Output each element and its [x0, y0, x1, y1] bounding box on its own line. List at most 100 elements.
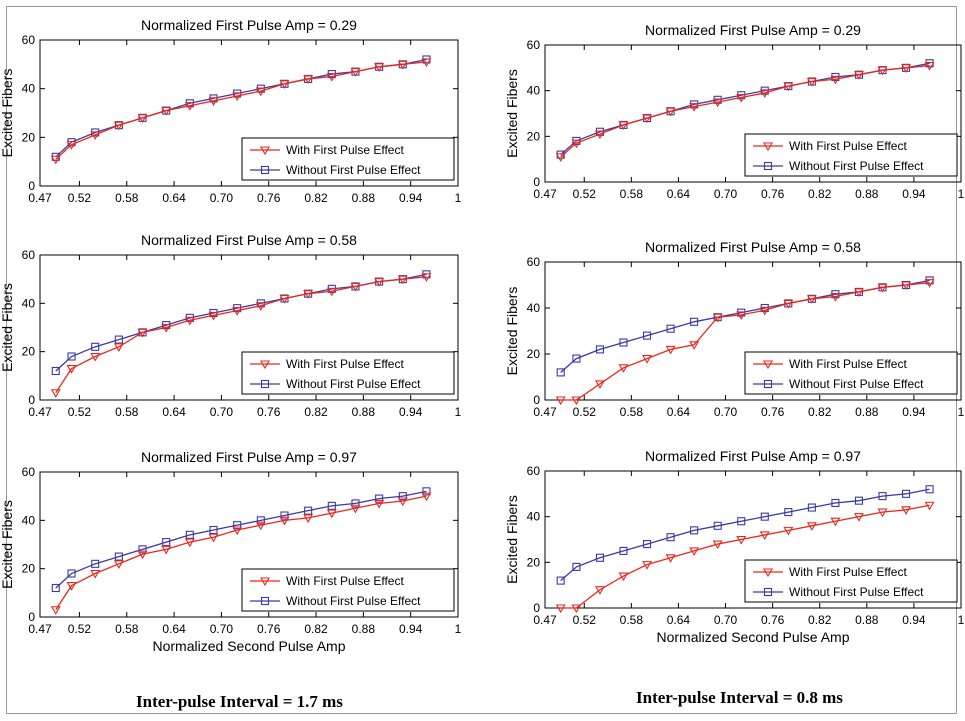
x-tick-label: 0.82	[304, 191, 328, 205]
plot-area	[544, 470, 962, 609]
marker-square	[595, 553, 604, 562]
marker-triangle	[421, 58, 432, 68]
y-tick-label: 60	[22, 465, 36, 479]
y-tick-label: 20	[22, 130, 36, 144]
marker-square	[572, 562, 581, 571]
legend-marker-triangle	[763, 142, 773, 152]
legend-marker-square	[763, 379, 773, 389]
y-tick-label: 60	[527, 255, 541, 269]
marker-square	[280, 511, 289, 520]
marker-triangle	[90, 131, 101, 141]
caption-left: Inter-pulse Interval = 1.7 ms	[136, 692, 343, 711]
y-tick-label: 0	[533, 393, 540, 407]
marker-triangle	[161, 545, 172, 555]
x-tick-label: 0.76	[257, 405, 281, 419]
marker-square	[91, 559, 100, 568]
marker-square	[878, 492, 887, 501]
marker-triangle	[303, 75, 314, 85]
marker-triangle	[689, 341, 700, 350]
x-tick-label: 0.82	[808, 187, 832, 201]
marker-triangle	[421, 273, 432, 282]
marker-triangle	[137, 328, 148, 338]
marker-triangle	[924, 61, 935, 71]
marker-square	[398, 492, 407, 501]
marker-square	[690, 317, 699, 326]
marker-square	[209, 525, 218, 535]
x-tick-label: 0.88	[352, 622, 376, 636]
marker-triangle	[571, 604, 582, 614]
chart-title: Normalized First Pulse Amp = 0.58	[645, 239, 861, 255]
legend-marker-triangle	[260, 577, 270, 587]
marker-square	[595, 345, 604, 354]
x-tick-label: 0.47	[28, 191, 52, 205]
y-tick-label: 0	[28, 179, 35, 193]
x-tick-label: 0.58	[620, 613, 644, 627]
marker-square	[114, 335, 123, 344]
chart-left-top: Normalized First Pulse Amp = 0.29 0 20 40 60…	[0, 17, 462, 205]
y-tick-label: 20	[527, 347, 541, 361]
x-tick-label: 0.82	[808, 613, 832, 627]
marker-triangle	[397, 60, 408, 70]
caption-right: Inter-pulse Interval = 0.8 ms	[636, 688, 843, 707]
chart-right-top: Normalized First Pulse Amp = 0.29 0 20 40 60…	[504, 22, 965, 201]
marker-triangle	[374, 499, 385, 509]
legend: With First Pulse Effect Without First Pul…	[744, 351, 958, 395]
x-tick-label: 0.88	[855, 405, 879, 419]
y-axis-label: Excited Fibers	[0, 500, 15, 589]
y-tick-label: 40	[527, 84, 541, 98]
x-tick-label: 0.94	[902, 187, 926, 201]
marker-square	[233, 521, 242, 530]
marker-square	[642, 540, 652, 549]
legend-marker-triangle	[260, 146, 270, 156]
marker-square	[737, 517, 746, 526]
x-tick-label: 0.47	[28, 622, 52, 636]
x-tick-label: 0.88	[855, 613, 879, 627]
x-tick-label: 0.70	[714, 187, 738, 201]
legend-box	[241, 351, 455, 395]
marker-triangle	[783, 82, 794, 92]
chart-left-bot: Normalized First Pulse Amp = 0.97 0 20 40 60…	[0, 449, 462, 654]
y-tick-label: 0	[28, 610, 35, 624]
marker-triangle	[571, 139, 582, 149]
y-axis-label: Excited Fibers	[504, 287, 520, 376]
legend-marker-square	[260, 596, 270, 606]
x-tick-label: 0.58	[620, 187, 644, 201]
marker-square	[854, 496, 864, 505]
marker-triangle	[113, 343, 124, 352]
legend-box	[744, 559, 958, 603]
marker-triangle	[66, 582, 77, 591]
marker-triangle	[806, 522, 817, 531]
y-tick-label: 60	[527, 38, 541, 52]
y-tick-label: 60	[527, 464, 541, 478]
marker-triangle	[689, 103, 700, 112]
marker-triangle	[901, 64, 912, 73]
marker-triangle	[736, 93, 747, 103]
y-tick-label: 20	[22, 345, 36, 359]
x-tick-label: 0.47	[533, 613, 557, 627]
marker-triangle	[279, 80, 290, 89]
marker-triangle	[555, 604, 566, 614]
plot-area	[544, 261, 962, 401]
legend-label: Without First Pulse Effect	[286, 163, 421, 177]
x-tick-label: 0.94	[399, 191, 423, 205]
marker-triangle	[736, 311, 747, 321]
chart-left-mid: Normalized First Pulse Amp = 0.58 0 20 40 60…	[0, 232, 462, 419]
marker-triangle	[184, 538, 195, 548]
x-tick-label: 0.52	[68, 191, 92, 205]
marker-triangle	[255, 521, 266, 531]
marker-triangle	[137, 114, 148, 123]
marker-triangle	[50, 389, 61, 398]
marker-triangle	[854, 71, 864, 80]
marker-triangle	[665, 345, 676, 355]
marker-triangle	[736, 535, 747, 545]
marker-square	[256, 516, 265, 525]
marker-square	[760, 512, 769, 521]
legend-label: Without First Pulse Effect	[286, 377, 421, 391]
x-tick-label: 0.47	[28, 405, 52, 419]
x-tick-label: 0.94	[902, 613, 926, 627]
marker-triangle	[877, 508, 888, 518]
x-tick-label: 0.82	[808, 405, 832, 419]
marker-triangle	[806, 77, 817, 87]
marker-square	[713, 521, 722, 530]
legend-label: Without First Pulse Effect	[789, 159, 924, 173]
